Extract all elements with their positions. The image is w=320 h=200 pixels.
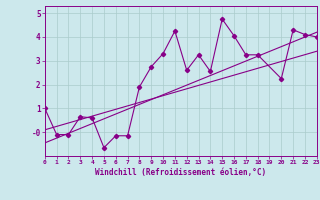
X-axis label: Windchill (Refroidissement éolien,°C): Windchill (Refroidissement éolien,°C): [95, 168, 266, 177]
